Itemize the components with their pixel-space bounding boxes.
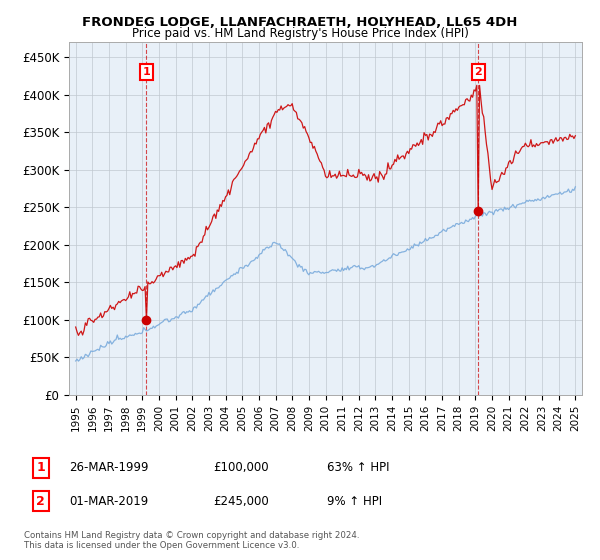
Text: 2: 2: [37, 494, 45, 508]
Text: £100,000: £100,000: [213, 461, 269, 474]
Text: 01-MAR-2019: 01-MAR-2019: [69, 494, 148, 508]
Text: 1: 1: [37, 461, 45, 474]
Text: Price paid vs. HM Land Registry's House Price Index (HPI): Price paid vs. HM Land Registry's House …: [131, 27, 469, 40]
Text: 63% ↑ HPI: 63% ↑ HPI: [327, 461, 389, 474]
Text: 26-MAR-1999: 26-MAR-1999: [69, 461, 149, 474]
Text: £245,000: £245,000: [213, 494, 269, 508]
Text: 1: 1: [142, 67, 150, 77]
Text: 2: 2: [475, 67, 482, 77]
Text: Contains HM Land Registry data © Crown copyright and database right 2024.
This d: Contains HM Land Registry data © Crown c…: [24, 530, 359, 550]
Text: FRONDEG LODGE, LLANFACHRAETH, HOLYHEAD, LL65 4DH: FRONDEG LODGE, LLANFACHRAETH, HOLYHEAD, …: [82, 16, 518, 29]
Text: 9% ↑ HPI: 9% ↑ HPI: [327, 494, 382, 508]
